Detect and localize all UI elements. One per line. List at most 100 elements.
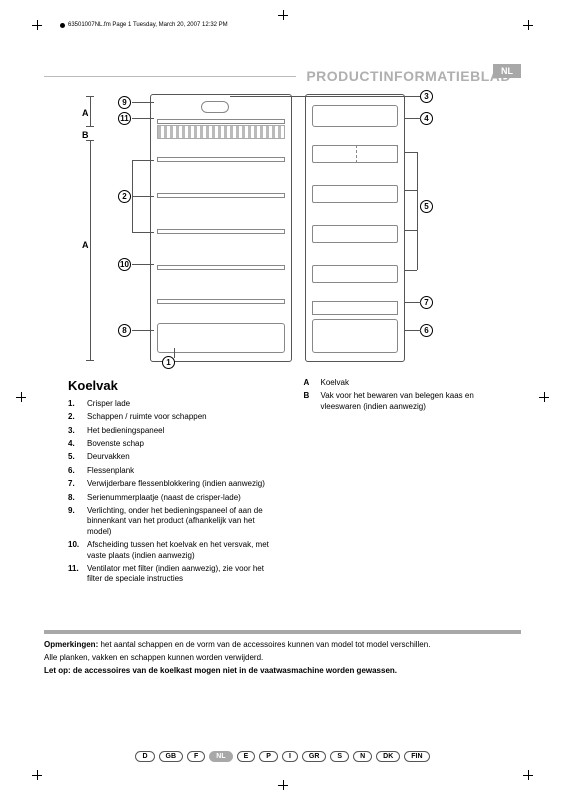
lead-line xyxy=(405,330,421,331)
lead-line xyxy=(417,152,418,270)
lead-line xyxy=(90,140,91,360)
lead-line xyxy=(405,118,421,119)
list-item: 2.Schappen / ruimte voor schappen xyxy=(68,412,280,422)
shelf xyxy=(157,229,285,234)
list-item: 9.Verlichting, onder het bedieningspanee… xyxy=(68,506,280,537)
note-line: Alle planken, vakken en schappen kunnen … xyxy=(44,652,521,663)
lang-pill-gr: GR xyxy=(302,751,327,762)
callout-5: 5 xyxy=(420,200,433,213)
print-info-text: 63501007NL.fm Page 1 Tuesday, March 20, … xyxy=(68,22,228,28)
numbered-list: 1.Crisper lade 2.Schappen / ruimte voor … xyxy=(68,399,280,585)
lang-pill-e: E xyxy=(237,751,256,762)
language-tab: NL xyxy=(493,64,521,78)
cropmark-icon xyxy=(537,390,551,404)
door-bin-icon xyxy=(312,225,398,243)
door-bin-icon xyxy=(312,265,398,283)
lead-line xyxy=(90,96,91,126)
product-diagram: B A A xyxy=(60,90,500,370)
cropmark-icon xyxy=(30,768,44,782)
callout-2: 2 xyxy=(118,190,131,203)
list-item: 8.Serienummerplaatje (naast de crisper-l… xyxy=(68,493,280,503)
shelf xyxy=(157,299,285,304)
rule xyxy=(44,76,296,77)
cropmark-icon xyxy=(276,778,290,792)
diagram-letter-a: A xyxy=(82,108,89,118)
lead-line xyxy=(86,126,94,127)
lang-pill-p: P xyxy=(259,751,278,762)
bottle-shelf-icon xyxy=(312,319,398,353)
lead-line xyxy=(132,330,154,331)
lead-line xyxy=(86,140,94,141)
lang-pill-i: I xyxy=(282,751,298,762)
fridge-door-right xyxy=(305,94,405,362)
lead-line xyxy=(86,96,94,97)
lang-pill-dk: DK xyxy=(376,751,400,762)
lead-line xyxy=(405,302,421,303)
lead-line xyxy=(86,360,94,361)
lead-line xyxy=(132,118,154,119)
shelf xyxy=(157,265,285,270)
diagram-letter-a2: A xyxy=(82,240,89,250)
lang-pill-nl: NL xyxy=(209,751,232,762)
fridge-compartment-left xyxy=(150,94,292,362)
shelf xyxy=(157,119,285,124)
lead-line xyxy=(405,270,417,271)
bullet-icon xyxy=(60,23,65,28)
column-right: AKoelvak BVak voor het bewaren van beleg… xyxy=(304,378,516,588)
crisper-drawer-icon xyxy=(157,323,285,353)
language-strip: D GB F NL E P I GR S N DK FIN xyxy=(0,751,565,762)
door-bin-icon xyxy=(312,185,398,203)
shelf xyxy=(157,125,285,139)
notes-label: Opmerkingen: xyxy=(44,640,98,649)
list-item: 10.Afscheiding tussen het koelvak en het… xyxy=(68,540,280,561)
list-item: 4.Bovenste schap xyxy=(68,439,280,449)
callout-9: 9 xyxy=(118,96,131,109)
list-item: 7.Verwijderbare flessenblokkering (indie… xyxy=(68,479,280,489)
cropmark-icon xyxy=(30,18,44,32)
cropmark-icon xyxy=(276,8,290,22)
shelf xyxy=(157,157,285,162)
cropmark-icon xyxy=(14,390,28,404)
callout-7: 7 xyxy=(420,296,433,309)
callout-11: 11 xyxy=(118,112,131,125)
title-bar: PRODUCTINFORMATIEBLAD NL xyxy=(44,68,521,84)
diagram-letter-b: B xyxy=(82,130,89,140)
lead-line xyxy=(174,348,175,358)
lead-line xyxy=(405,190,417,191)
section-title: Koelvak xyxy=(68,378,280,395)
lead-line xyxy=(405,152,417,153)
lead-line xyxy=(132,196,154,197)
list-item: 11.Ventilator met filter (indien aanwezi… xyxy=(68,564,280,585)
bottle-stop-icon xyxy=(312,301,398,315)
note-warning-text: Let op: de accessoires van de koelkast m… xyxy=(44,666,397,675)
lead-line xyxy=(132,160,133,232)
cropmark-icon xyxy=(521,18,535,32)
notes-section: Opmerkingen: het aantal schappen en de v… xyxy=(44,630,521,679)
print-info: 63501007NL.fm Page 1 Tuesday, March 20, … xyxy=(60,22,228,28)
lang-pill-fin: FIN xyxy=(404,751,429,762)
shelf xyxy=(157,193,285,198)
content-columns: Koelvak 1.Crisper lade 2.Schappen / ruim… xyxy=(68,378,515,588)
lead-line xyxy=(132,160,154,161)
lang-pill-f: F xyxy=(187,751,205,762)
column-left: Koelvak 1.Crisper lade 2.Schappen / ruim… xyxy=(68,378,280,588)
control-panel-icon xyxy=(201,101,229,113)
list-item: BVak voor het bewaren van belegen kaas e… xyxy=(304,391,516,412)
callout-4: 4 xyxy=(420,112,433,125)
callout-10: 10 xyxy=(118,258,131,271)
page-title: PRODUCTINFORMATIEBLAD xyxy=(296,68,521,84)
callout-3: 3 xyxy=(420,90,433,103)
lang-pill-n: N xyxy=(353,751,372,762)
lead-line xyxy=(230,96,420,97)
lang-pill-s: S xyxy=(330,751,349,762)
lead-line xyxy=(132,232,154,233)
callout-8: 8 xyxy=(118,324,131,337)
callout-6: 6 xyxy=(420,324,433,337)
cropmark-icon xyxy=(521,768,535,782)
list-item: 6.Flessenplank xyxy=(68,466,280,476)
list-item: 3.Het bedieningspaneel xyxy=(68,426,280,436)
note-warning: Let op: de accessoires van de koelkast m… xyxy=(44,665,521,676)
lead-line xyxy=(405,230,417,231)
door-bin-icon xyxy=(312,105,398,127)
lang-pill-gb: GB xyxy=(159,751,184,762)
